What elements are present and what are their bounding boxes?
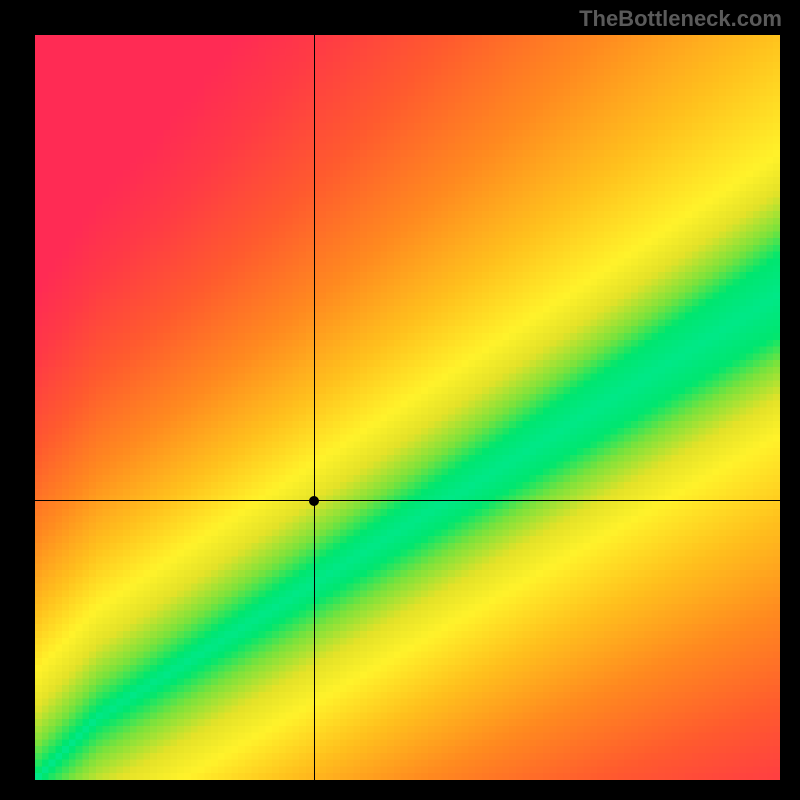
- chart-container: TheBottleneck.com: [0, 0, 800, 800]
- bottleneck-heatmap: [35, 35, 780, 780]
- crosshair-horizontal: [35, 500, 780, 501]
- watermark-text: TheBottleneck.com: [579, 6, 782, 32]
- crosshair-vertical: [314, 35, 315, 780]
- crosshair-marker: [309, 496, 319, 506]
